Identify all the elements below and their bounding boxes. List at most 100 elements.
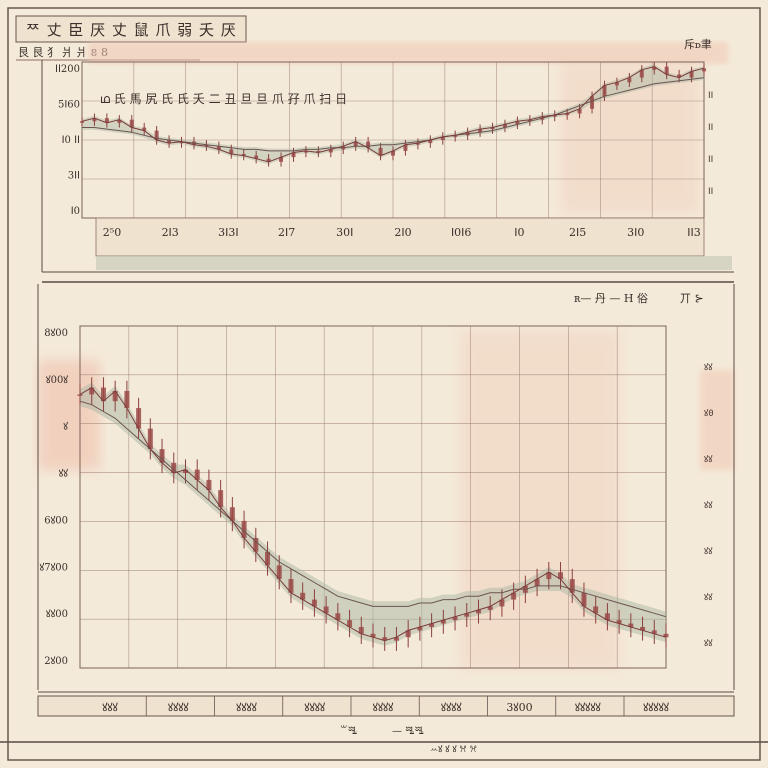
top-candle-body xyxy=(577,108,582,114)
top-candle-body xyxy=(316,150,321,153)
top-x-tick-label: ꓲ0 xyxy=(514,226,524,239)
top-candle-body xyxy=(689,71,694,78)
top-candle-body xyxy=(80,121,84,123)
bot-candle-body xyxy=(265,551,271,566)
bot-candle-body xyxy=(194,469,200,480)
bot-candle-body xyxy=(393,637,399,641)
top-candle-body xyxy=(154,130,159,140)
top-candle-body xyxy=(229,149,234,155)
bot-candle-body xyxy=(229,507,235,521)
bot-candle-body xyxy=(440,620,446,624)
top-noise-strip xyxy=(96,256,732,270)
bottom-chart: ʀ— 丹 — H 俗 丌 ⊱ 8ꙋ00ꙋ00ꙋꙋꙋꙋ6ꙋ00ꙋ7ꙋ00ꙋꙋ002… xyxy=(37,284,735,717)
top-candle-body xyxy=(552,115,557,117)
top-candle-body xyxy=(328,149,333,153)
bot-candle-body xyxy=(182,469,188,474)
top-candle-body xyxy=(391,150,395,156)
bot-candle-body xyxy=(604,613,610,621)
top-candle-body xyxy=(353,141,358,147)
top-candle-body xyxy=(527,119,532,122)
bot-candle-body xyxy=(276,565,282,580)
bot-right-tick-label: ꙋꙋ xyxy=(704,593,713,603)
bot-candle-body xyxy=(616,620,622,624)
top-y-tick-label: ꓲ0 ꓲꓲ xyxy=(62,135,80,146)
bot-right-tick-label: ꙋꙋ xyxy=(704,455,713,465)
bot-candle-body xyxy=(335,613,341,621)
top-candle-body xyxy=(639,69,644,78)
top-highlight-right xyxy=(560,64,700,214)
top-x-tick-label: 2ꓲ3 xyxy=(162,226,179,239)
bot-candle-body xyxy=(663,633,669,638)
bot-y-tick-label: 8ꙋ00 xyxy=(44,328,68,339)
bot-candle-body xyxy=(651,630,657,634)
top-candle-body xyxy=(167,140,172,144)
top-candle-body xyxy=(415,143,420,145)
bot-y-tick-label: ꙋꙋ00 xyxy=(46,609,68,620)
top-y-tick-label: 5ꓲ60 xyxy=(58,100,80,111)
top-candle-body xyxy=(279,157,284,162)
bottom-highlight-right xyxy=(700,370,734,470)
top-trend-line xyxy=(82,77,705,152)
top-price-line xyxy=(81,66,705,163)
top-right-tick-label: ꓲꓲ xyxy=(708,187,713,197)
bot-candle-body xyxy=(159,449,165,463)
bot-x-tick-label: 3ꙋ00 xyxy=(506,701,532,714)
bot-candle-body xyxy=(89,387,95,395)
bot-x-tick-label: ꙋꙋꙋꙋꙋ xyxy=(643,701,669,714)
top-candle-body xyxy=(515,121,520,125)
bot-candle-body xyxy=(511,592,517,600)
top-candle-body xyxy=(266,158,271,162)
top-candle-body xyxy=(565,113,570,116)
bot-candle-body xyxy=(452,616,458,621)
bot-candle-body xyxy=(112,390,118,402)
bot-x-tick-label: ꙋꙋꙋꙋꙋ xyxy=(575,701,601,714)
bot-candle-body xyxy=(171,462,177,474)
top-candle-body xyxy=(291,152,296,158)
page-title: ᄍ 丈 臣 厌 丈 鼠 爪 弱 夭 厌 xyxy=(26,21,237,39)
bottom-price-line xyxy=(79,386,667,642)
top-candle-body xyxy=(366,141,371,148)
top-y-ticks: ꓲꓲ200 5ꓲ60 ꓲ0 ꓲꓲ 3ꓲꓲ ꓲ0 xyxy=(55,64,80,217)
bot-x-tick-label: ꙋꙋꙋꙋ xyxy=(168,701,189,714)
top-right-tick-label: ꓲꓲ xyxy=(708,155,713,165)
top-x-tick-label: 2ꓲ5 xyxy=(569,226,586,239)
bot-candle-body xyxy=(475,609,481,614)
bot-candle-body xyxy=(77,394,83,396)
bot-candle-body xyxy=(546,572,552,580)
footer-caption-left: ꒳ꗆ xyxy=(340,725,357,737)
top-candle-body xyxy=(142,127,147,131)
bot-right-tick-label: ꙋꙋ xyxy=(704,501,713,511)
top-x-tick-label: ꓲ0ꓲ6 xyxy=(451,226,472,239)
top-candle-body xyxy=(303,150,308,153)
top-candle-body xyxy=(590,96,595,109)
top-candle-body xyxy=(117,119,122,123)
top-candle-body xyxy=(602,85,607,97)
top-x-ticks: 2⁵0 2ꓲ3 3ꓲ3ꓲ 2ꓲ7 30ꓲ 2ꓲ0 ꓲ0ꓲ6 ꓲ0 2ꓲ5 3ꓲ0 ꓲꓲ3 xyxy=(103,226,701,239)
top-candle-body xyxy=(502,124,507,128)
top-highlight-top xyxy=(88,42,728,64)
top-x-tick-label: 3ꓲ0 xyxy=(627,226,644,239)
bot-candle-body xyxy=(640,626,646,631)
outer-frame xyxy=(7,7,761,761)
bot-candle-body xyxy=(581,592,587,607)
bot-candle-body xyxy=(100,387,106,402)
top-candle-body xyxy=(179,141,184,144)
top-candle-body xyxy=(378,147,383,156)
footer-caption-mid: — ꗆꗆ xyxy=(392,726,424,737)
top-candle-body xyxy=(440,136,445,140)
top-x-tick-label: 30ꓲ xyxy=(336,226,353,239)
top-candle-body xyxy=(428,140,433,144)
bottom-right-ticks: ꙋꙋ ꙋ0 ꙋꙋ ꙋꙋ ꙋꙋ ꙋꙋ ꙋꙋ xyxy=(704,363,714,649)
bot-right-tick-label: ꙋ0 xyxy=(704,409,714,419)
bot-candle-body xyxy=(206,479,212,491)
bot-candle-body xyxy=(593,606,599,614)
bot-candle-body xyxy=(405,630,411,638)
top-candle-body xyxy=(241,154,246,156)
top-candle-body xyxy=(129,119,134,128)
top-corner-label: 斥ꭰ聿 xyxy=(684,38,712,51)
bot-candle-body xyxy=(147,428,153,450)
bot-candle-body xyxy=(534,579,540,586)
bot-x-tick-label: ꙋꙋꙋ xyxy=(102,701,117,714)
title-box xyxy=(15,15,247,43)
top-candle-body xyxy=(92,118,97,122)
